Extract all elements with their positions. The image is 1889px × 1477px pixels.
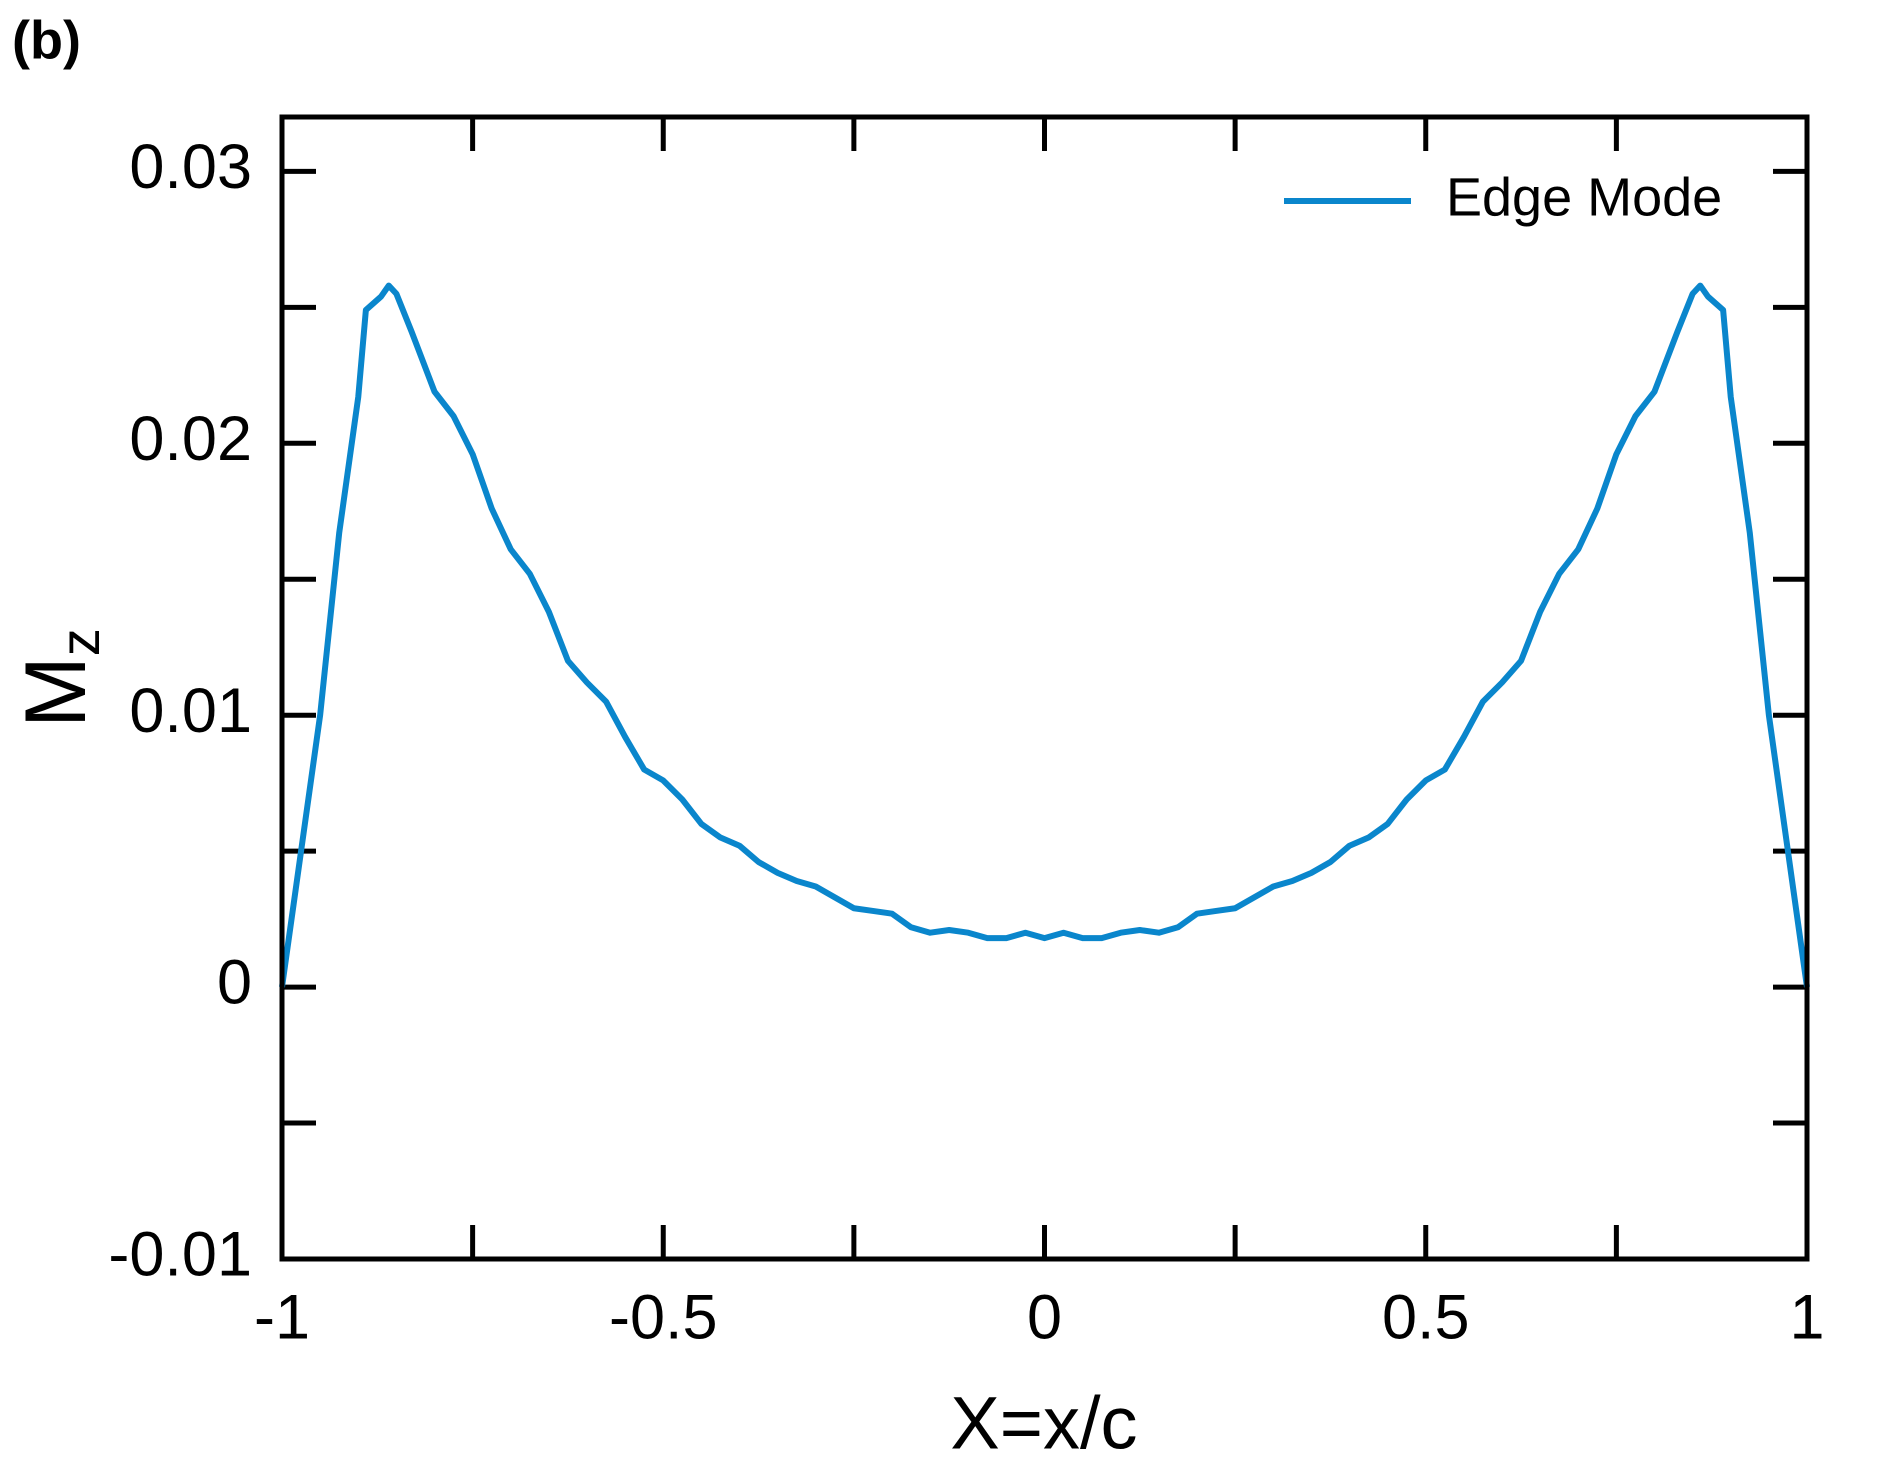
x-tick-label: 1 <box>1789 1283 1824 1353</box>
y-tick-label: 0.02 <box>129 404 252 474</box>
y-tick-label: 0 <box>217 948 252 1018</box>
x-tick-label: 0 <box>1027 1283 1062 1353</box>
y-axis-label-main: M <box>8 656 104 728</box>
y-tick-label: -0.01 <box>108 1220 252 1290</box>
x-tick-label: -0.5 <box>609 1283 718 1353</box>
y-tick-label: 0.01 <box>129 676 252 746</box>
x-axis-label: X=x/c <box>950 1382 1137 1465</box>
x-tick-label: 0.5 <box>1382 1283 1470 1353</box>
y-axis-label-subscript: z <box>48 628 111 656</box>
legend-label: Edge Mode <box>1446 167 1722 227</box>
plot-frame <box>279 114 1810 1262</box>
data-line <box>279 282 1810 988</box>
panel-label: (b) <box>12 10 81 70</box>
y-tick-label: 0.03 <box>129 132 252 202</box>
y-axis-label: Mz <box>8 628 111 728</box>
x-tick-label: -1 <box>254 1283 310 1353</box>
